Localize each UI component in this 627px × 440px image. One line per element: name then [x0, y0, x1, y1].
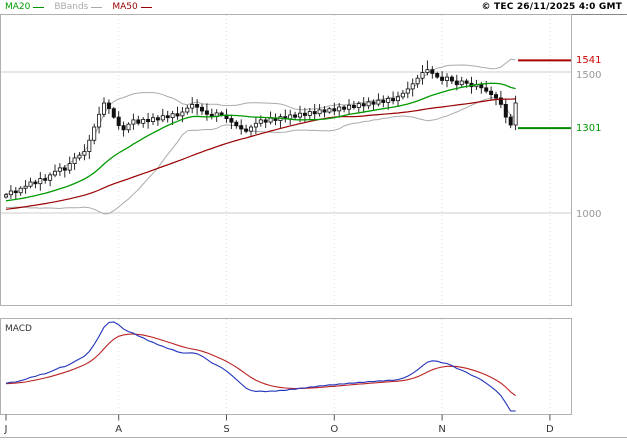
x-axis-label-D: D [546, 424, 554, 435]
x-axis-label-A: A [115, 424, 122, 435]
legend-ma20-label: MA20 [5, 2, 31, 12]
ma20-line [5, 82, 516, 202]
chart-geometry [0, 14, 627, 438]
level-lines [518, 59, 572, 130]
macd-panel-label: MACD [5, 324, 32, 334]
macd-lines [5, 321, 516, 412]
bollinger-bands [5, 58, 516, 215]
candles-layer [4, 60, 518, 200]
resistance-price-label: 1541 [576, 55, 601, 66]
legend-ma20-swatch [33, 6, 45, 8]
panel-frames [0, 14, 627, 438]
timestamp: © TEC 26/11/2025 4:0 GMT [481, 2, 622, 12]
legend-bbands-label: BBands [54, 2, 89, 12]
x-axis-label-S: S [223, 424, 229, 435]
legend-item-ma20: MA20 [5, 0, 45, 14]
legend-ma50-label: MA50 [112, 2, 138, 12]
chart-header: MA20 BBands MA50 © TEC 26/11/2025 4:0 GM… [0, 0, 627, 14]
support-price-label: 1301 [576, 123, 601, 134]
x-axis-label-O: O [330, 424, 338, 435]
x-axis-label-N: N [438, 424, 445, 435]
legend: MA20 BBands MA50 [5, 0, 162, 14]
legend-bbands-swatch [91, 6, 103, 8]
ma50-line [5, 98, 516, 210]
legend-item-bbands: BBands [54, 0, 103, 14]
grid-layer [0, 15, 572, 414]
legend-item-ma50: MA50 [112, 0, 152, 14]
y-tick-1000: 1000 [576, 209, 601, 220]
legend-ma50-swatch [140, 6, 152, 8]
x-axis-label-J: J [4, 424, 8, 435]
y-tick-1500: 1500 [576, 70, 601, 81]
